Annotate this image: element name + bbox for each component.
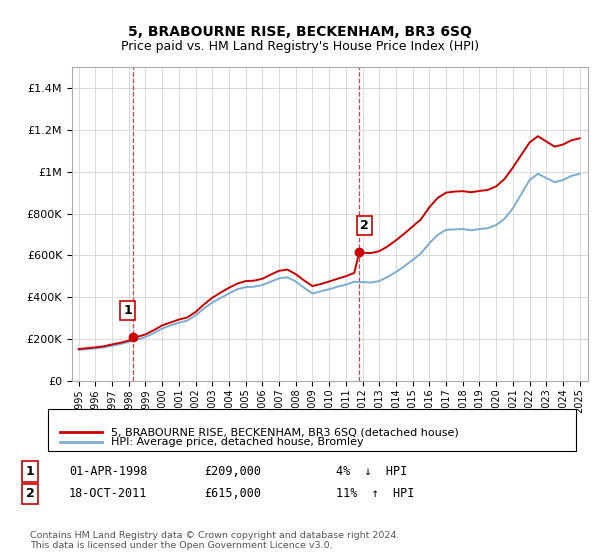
- Text: 1: 1: [26, 465, 34, 478]
- Text: 4%  ↓  HPI: 4% ↓ HPI: [336, 465, 407, 478]
- Text: 5, BRABOURNE RISE, BECKENHAM, BR3 6SQ: 5, BRABOURNE RISE, BECKENHAM, BR3 6SQ: [128, 25, 472, 39]
- Text: Contains HM Land Registry data © Crown copyright and database right 2024.
This d: Contains HM Land Registry data © Crown c…: [30, 531, 400, 550]
- Text: 01-APR-1998: 01-APR-1998: [69, 465, 148, 478]
- Text: 5, BRABOURNE RISE, BECKENHAM, BR3 6SQ (detached house): 5, BRABOURNE RISE, BECKENHAM, BR3 6SQ (d…: [111, 427, 459, 437]
- Text: 11%  ↑  HPI: 11% ↑ HPI: [336, 487, 415, 501]
- Text: £209,000: £209,000: [204, 465, 261, 478]
- Text: 2: 2: [360, 220, 368, 232]
- Text: 2: 2: [26, 487, 34, 501]
- Text: HPI: Average price, detached house, Bromley: HPI: Average price, detached house, Brom…: [111, 437, 364, 447]
- Text: £615,000: £615,000: [204, 487, 261, 501]
- Text: Price paid vs. HM Land Registry's House Price Index (HPI): Price paid vs. HM Land Registry's House …: [121, 40, 479, 53]
- Text: 18-OCT-2011: 18-OCT-2011: [69, 487, 148, 501]
- Text: 1: 1: [124, 304, 133, 318]
